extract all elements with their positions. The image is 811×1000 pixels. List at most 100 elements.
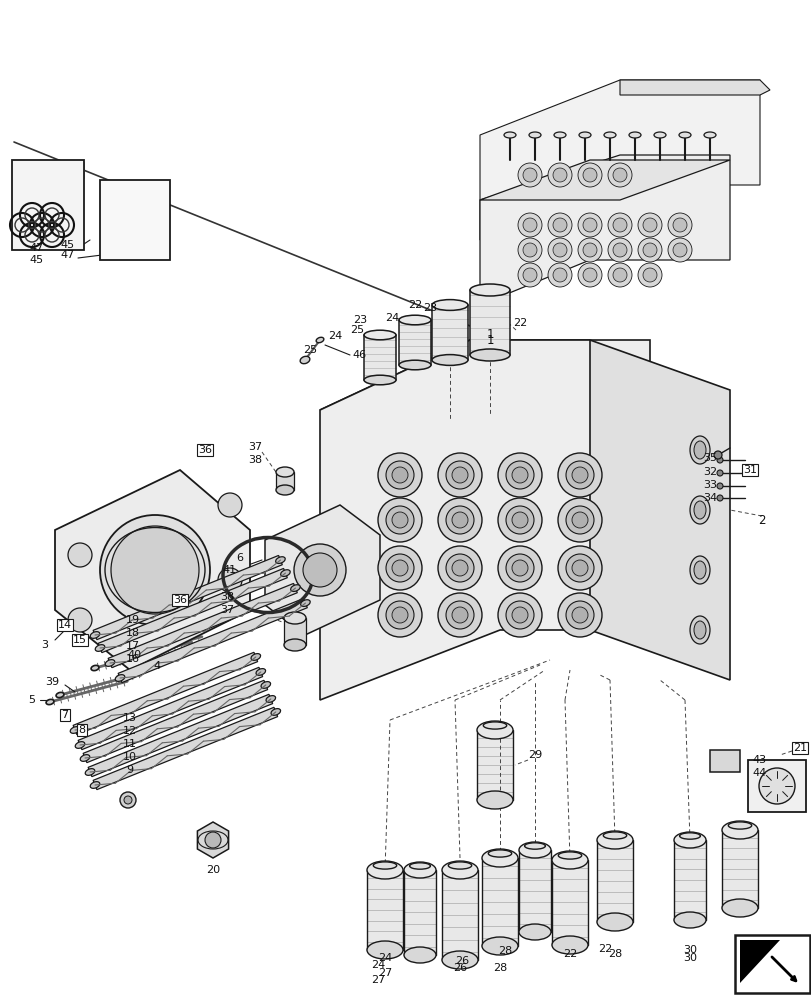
Circle shape [642, 218, 656, 232]
Circle shape [445, 461, 474, 489]
Text: 34: 34 [702, 493, 716, 503]
Circle shape [392, 512, 407, 528]
Circle shape [378, 453, 422, 497]
Ellipse shape [404, 862, 436, 878]
Ellipse shape [276, 485, 294, 495]
Ellipse shape [115, 675, 125, 681]
Polygon shape [479, 160, 729, 200]
Ellipse shape [441, 861, 478, 879]
Ellipse shape [367, 861, 402, 879]
Text: 36: 36 [198, 445, 212, 455]
Polygon shape [404, 870, 436, 955]
Text: 28: 28 [492, 963, 507, 973]
Text: 25: 25 [350, 325, 363, 335]
Polygon shape [673, 840, 705, 920]
Circle shape [517, 263, 541, 287]
Text: 15: 15 [73, 635, 87, 645]
Circle shape [552, 168, 566, 182]
Circle shape [557, 453, 601, 497]
Ellipse shape [46, 699, 54, 705]
Circle shape [100, 515, 210, 625]
Ellipse shape [693, 561, 705, 579]
Circle shape [522, 268, 536, 282]
Circle shape [716, 457, 722, 463]
Text: 20: 20 [206, 865, 220, 875]
Ellipse shape [483, 722, 506, 729]
Ellipse shape [75, 742, 84, 748]
Text: 28: 28 [497, 946, 512, 956]
Polygon shape [73, 652, 257, 735]
Text: 38: 38 [247, 455, 262, 465]
Ellipse shape [596, 913, 633, 931]
Circle shape [497, 453, 541, 497]
Text: 47: 47 [61, 250, 75, 260]
Circle shape [547, 263, 571, 287]
Ellipse shape [673, 912, 705, 928]
Polygon shape [590, 340, 729, 680]
Ellipse shape [693, 441, 705, 459]
Polygon shape [441, 870, 478, 960]
Ellipse shape [689, 616, 709, 644]
Ellipse shape [693, 501, 705, 519]
Polygon shape [367, 870, 402, 950]
Circle shape [716, 470, 722, 476]
Text: 8: 8 [79, 725, 85, 735]
Polygon shape [739, 940, 779, 983]
Ellipse shape [693, 621, 705, 639]
Polygon shape [363, 335, 396, 380]
Polygon shape [620, 80, 769, 95]
Ellipse shape [80, 755, 90, 761]
Circle shape [571, 607, 587, 623]
Circle shape [637, 213, 661, 237]
Text: 12: 12 [122, 726, 137, 736]
Circle shape [120, 792, 135, 808]
Text: 37: 37 [247, 442, 262, 452]
Circle shape [565, 461, 594, 489]
Ellipse shape [487, 850, 511, 857]
Ellipse shape [105, 660, 114, 666]
Circle shape [505, 506, 534, 534]
Circle shape [517, 163, 541, 187]
Polygon shape [518, 850, 551, 932]
Polygon shape [55, 470, 250, 670]
Circle shape [452, 607, 467, 623]
Text: 6: 6 [236, 553, 243, 563]
Ellipse shape [70, 727, 79, 733]
Circle shape [672, 218, 686, 232]
Circle shape [713, 451, 721, 459]
Circle shape [522, 168, 536, 182]
Ellipse shape [56, 692, 64, 698]
Ellipse shape [721, 899, 757, 917]
Text: 1: 1 [486, 328, 493, 340]
Ellipse shape [373, 862, 397, 869]
Circle shape [547, 213, 571, 237]
Text: 39: 39 [45, 677, 59, 687]
Text: 24: 24 [328, 331, 341, 341]
Circle shape [577, 263, 601, 287]
Bar [12, 160, 84, 250]
Circle shape [68, 608, 92, 632]
Circle shape [571, 467, 587, 483]
Ellipse shape [409, 863, 430, 869]
Text: 4: 4 [153, 661, 161, 671]
Text: 1: 1 [486, 334, 493, 347]
Circle shape [565, 601, 594, 629]
Ellipse shape [398, 315, 431, 325]
Circle shape [217, 568, 242, 592]
Text: 21: 21 [792, 743, 806, 753]
Polygon shape [93, 555, 282, 640]
Circle shape [716, 483, 722, 489]
Text: 27: 27 [377, 968, 392, 978]
Circle shape [512, 560, 527, 576]
Circle shape [68, 543, 92, 567]
Circle shape [607, 238, 631, 262]
Ellipse shape [276, 467, 294, 477]
Circle shape [547, 163, 571, 187]
Text: 42: 42 [747, 947, 762, 957]
Ellipse shape [679, 833, 700, 839]
Circle shape [672, 243, 686, 257]
Ellipse shape [727, 822, 751, 829]
Ellipse shape [482, 937, 517, 955]
Text: 14: 14 [58, 620, 72, 630]
Text: 19: 19 [126, 615, 139, 625]
